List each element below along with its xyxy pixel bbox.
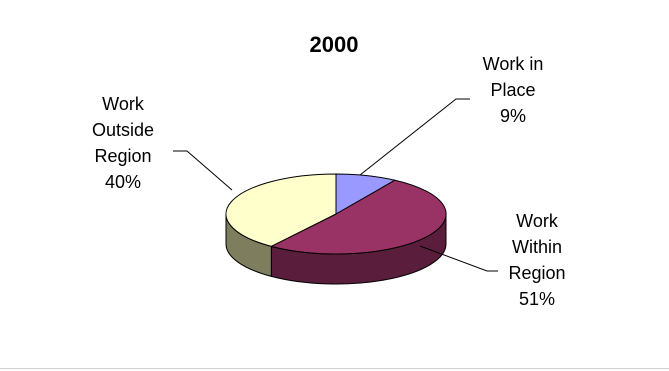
slice-label-line-work-in-place: Work in xyxy=(483,54,544,74)
slice-label-line-work-within-region: Region xyxy=(508,263,565,283)
slice-label-line-work-within-region: Work xyxy=(516,211,559,231)
slice-label-line-work-in-place: Place xyxy=(490,80,535,100)
pie-slice-work-within-region xyxy=(270,179,447,255)
slice-percent-label-work-outside-region: 40% xyxy=(105,172,141,192)
slice-percent-label-work-in-place: 9% xyxy=(500,106,526,126)
slice-label-line-work-outside-region: Region xyxy=(94,146,151,166)
slice-label-line-work-outside-region: Outside xyxy=(92,120,154,140)
slice-labels: Work in Place 9% Work Within Region 51% Work Out… xyxy=(92,54,566,309)
slice-label-line-work-outside-region: Work xyxy=(102,94,145,114)
pie-slice-work-outside-region xyxy=(225,173,337,247)
bottom-divider xyxy=(0,368,669,369)
pie-tops xyxy=(225,173,447,255)
leader-lines xyxy=(173,98,498,272)
leader-line-work-outside-region xyxy=(173,150,233,191)
chart-title: 2000 xyxy=(310,32,359,57)
slice-percent-label-work-within-region: 51% xyxy=(519,289,555,309)
leader-line-work-within-region xyxy=(419,245,498,272)
slice-label-line-work-within-region: Within xyxy=(512,237,562,257)
leader-line-work-in-place xyxy=(359,98,470,176)
